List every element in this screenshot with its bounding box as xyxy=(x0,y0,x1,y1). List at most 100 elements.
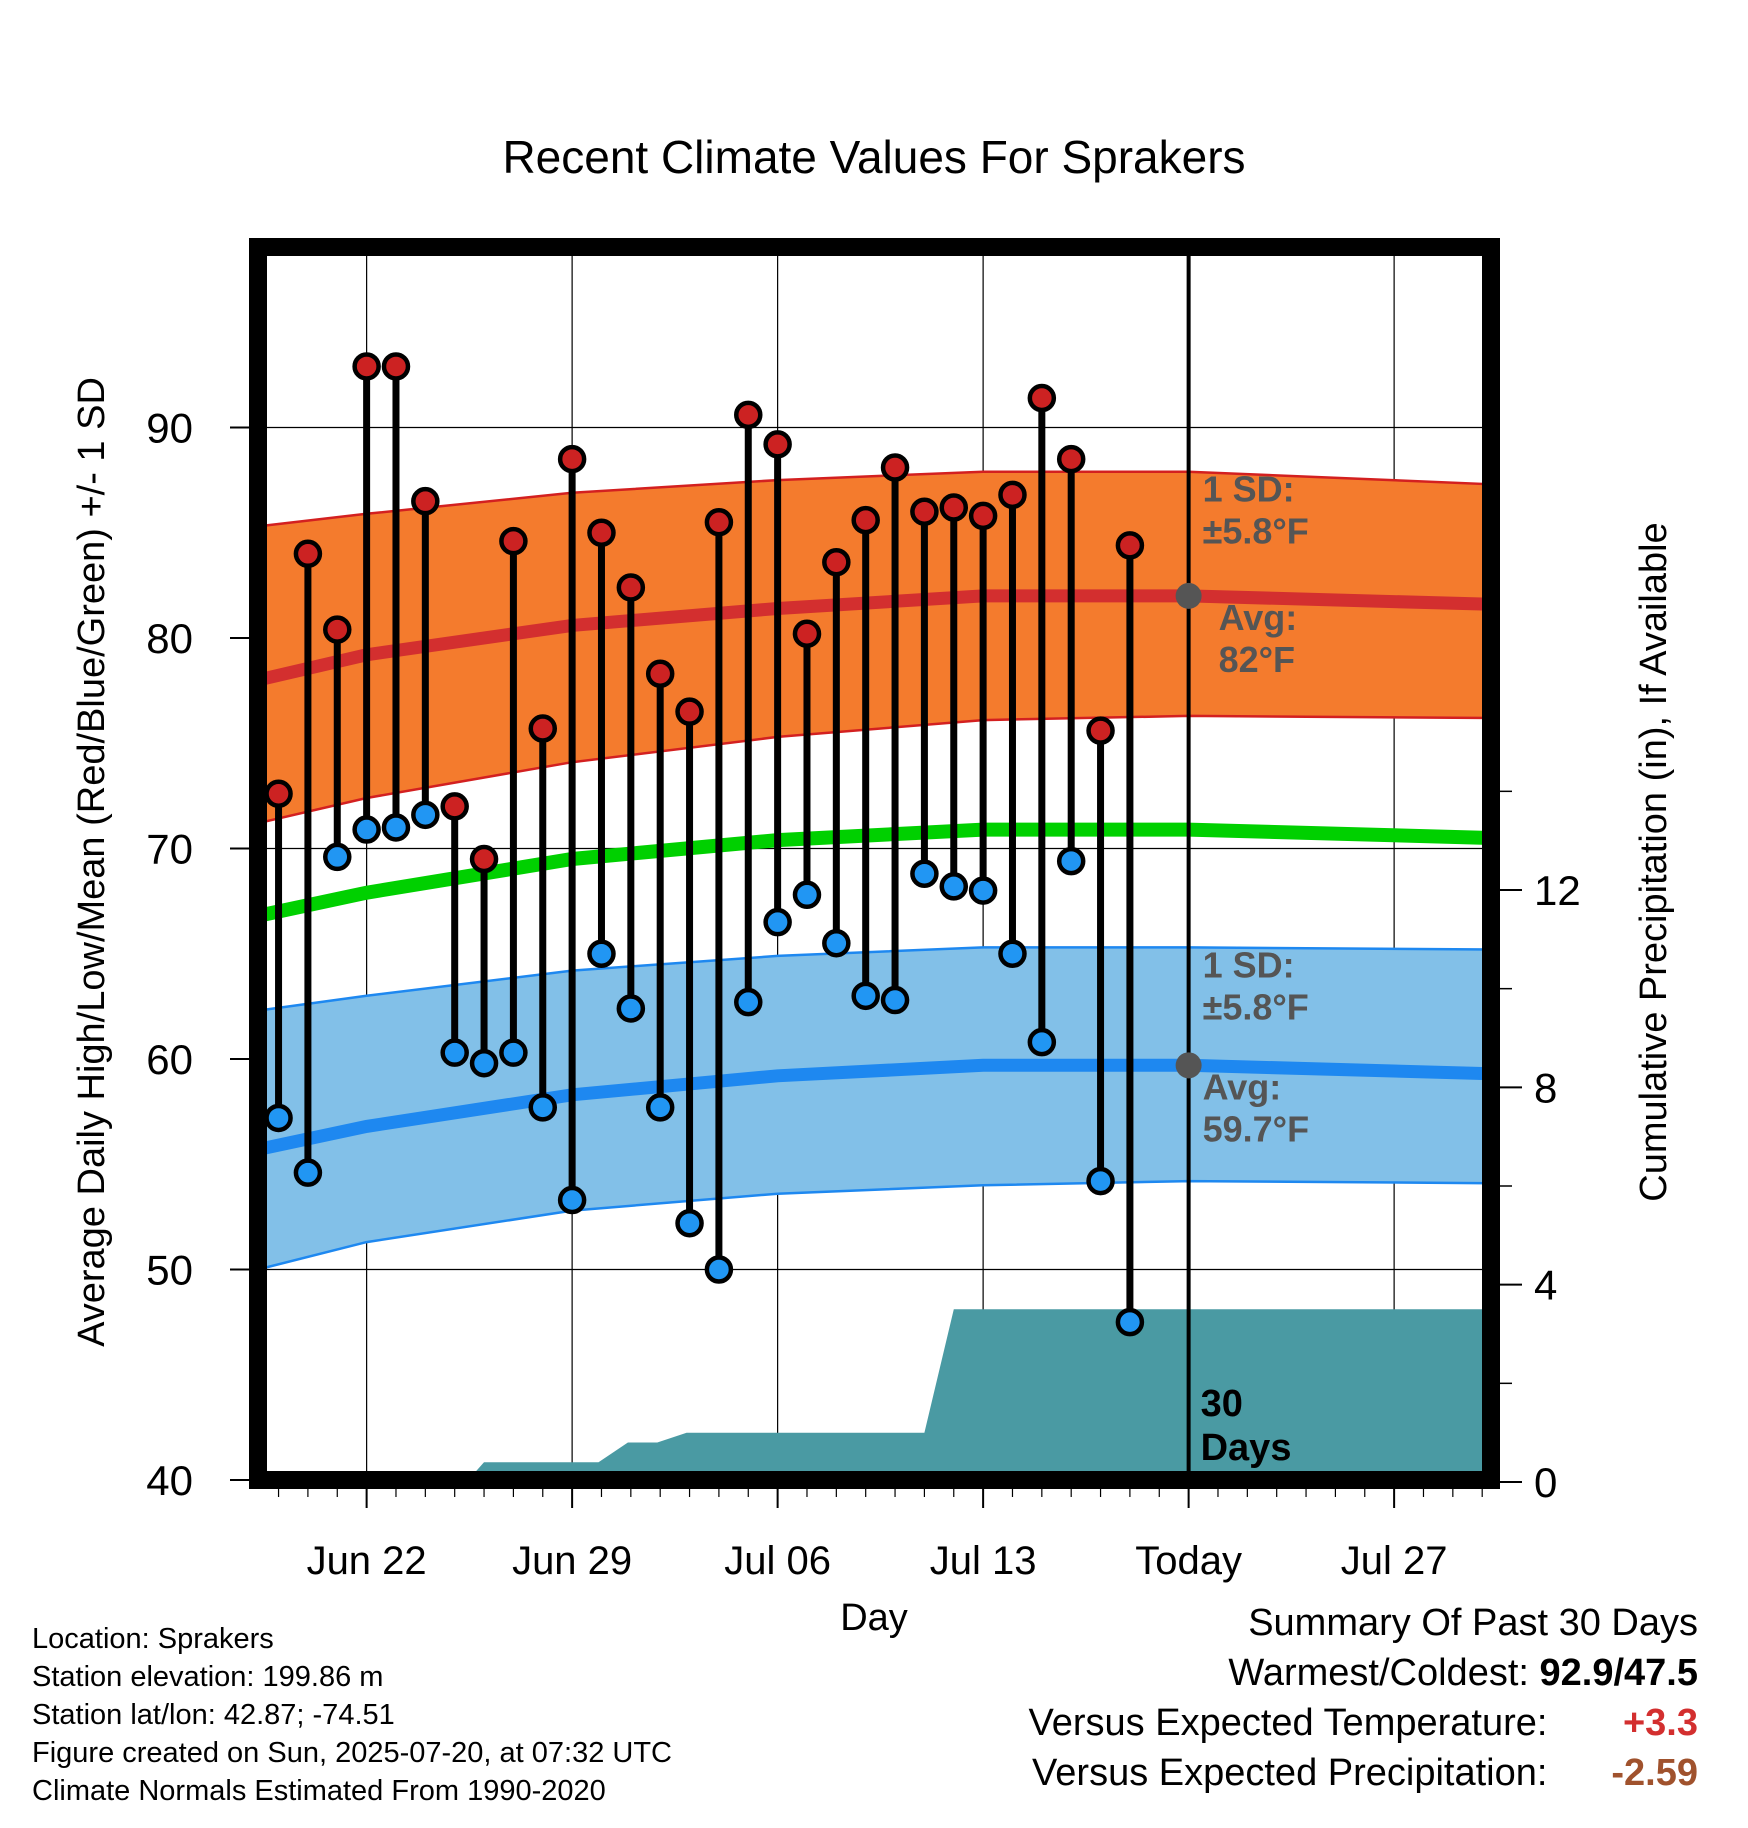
high-sd-value: ±5.8°F xyxy=(1203,511,1309,552)
daily-low-point xyxy=(293,1158,323,1187)
daily-high-point xyxy=(734,400,763,430)
daily-low-point xyxy=(381,813,411,842)
daily-low-point xyxy=(763,907,792,937)
y2-axis-label: Cumulative Precipitation (in), If Availa… xyxy=(1633,522,1675,1201)
y-tick-label: 90 xyxy=(146,405,193,452)
low-avg-label: Avg: xyxy=(1203,1066,1282,1107)
daily-low-point xyxy=(587,939,616,968)
daily-low-point xyxy=(411,800,440,830)
daily-high-point xyxy=(323,615,352,644)
high-avg-label: Avg: xyxy=(1219,597,1298,638)
summary-panel: Summary Of Past 30 Days Warmest/Coldest:… xyxy=(1029,1598,1698,1798)
high-sd-label: 1 SD: xyxy=(1203,469,1295,510)
days-label-text: Days xyxy=(1201,1427,1292,1469)
summary-temp-value: +3.3 xyxy=(1622,1702,1698,1744)
x-tick-label: Jul 13 xyxy=(930,1539,1037,1583)
daily-low-point xyxy=(998,939,1027,968)
daily-high-point xyxy=(381,352,411,381)
daily-high-point xyxy=(939,493,969,522)
daily-low-point xyxy=(645,1093,675,1122)
x-axis-label: Day xyxy=(840,1597,908,1639)
summary-title: Summary Of Past 30 Days xyxy=(1248,1602,1698,1644)
daily-high-point xyxy=(1027,383,1057,413)
daily-low-point xyxy=(1086,1166,1115,1196)
plot-frame xyxy=(249,238,1500,1489)
y2-tick-label: 0 xyxy=(1534,1459,1557,1506)
daily-low-point xyxy=(1027,1027,1057,1057)
daily-low-point xyxy=(440,1038,469,1067)
y-tick-label: 80 xyxy=(146,615,193,662)
info-latlon: Station lat/lon: 42.87; -74.51 xyxy=(32,1699,395,1731)
y2-tick-label: 8 xyxy=(1534,1064,1557,1111)
daily-high-point xyxy=(499,526,528,556)
daily-high-point xyxy=(587,518,616,547)
daily-high-point xyxy=(616,573,646,602)
daily-high-point xyxy=(880,453,910,482)
high-avg-value: 82°F xyxy=(1219,639,1295,680)
y2-tick-label: 4 xyxy=(1534,1262,1557,1309)
daily-low-point xyxy=(910,859,939,889)
daily-low-point xyxy=(528,1093,558,1122)
daily-low-point xyxy=(323,842,352,872)
daily-low-point xyxy=(675,1208,704,1238)
x-tick-label: Today xyxy=(1135,1539,1242,1583)
daily-high-point xyxy=(1086,716,1115,745)
daily-high-point xyxy=(557,444,587,474)
daily-high-point xyxy=(968,501,998,531)
daily-high-point xyxy=(264,779,293,809)
daily-high-point xyxy=(645,659,675,689)
summary-warm-cold-value: 92.9/47.5 xyxy=(1539,1652,1698,1694)
precip-area xyxy=(258,1309,1491,1482)
chart-title: Recent Climate Values For Sprakers xyxy=(502,131,1245,183)
daily-low-point xyxy=(557,1185,587,1215)
y-tick-label: 70 xyxy=(146,826,193,873)
low-avg-marker xyxy=(1175,1052,1202,1079)
daily-high-point xyxy=(998,480,1027,510)
y-tick-label: 60 xyxy=(146,1036,193,1083)
daily-low-point xyxy=(616,994,646,1023)
summary-temp: Versus Expected Temperature: +3.3 xyxy=(1029,1698,1698,1748)
daily-high-point xyxy=(469,844,499,874)
daily-low-point xyxy=(704,1255,734,1284)
y2-tick-label: 12 xyxy=(1534,867,1581,914)
daily-high-point xyxy=(763,430,792,459)
daily-high-point xyxy=(704,507,734,537)
daily-low-point xyxy=(822,928,851,958)
summary-precip-label: Versus Expected Precipitation: xyxy=(1032,1752,1548,1794)
y-tick-label: 40 xyxy=(146,1457,193,1504)
y-tick-label: 50 xyxy=(146,1247,193,1294)
daily-high-point xyxy=(528,714,558,743)
daily-high-point xyxy=(675,697,704,726)
daily-low-point xyxy=(939,872,969,901)
daily-high-point xyxy=(851,505,880,535)
days-label-number: 30 xyxy=(1201,1383,1243,1425)
summary-precip-value: -2.59 xyxy=(1611,1752,1698,1794)
daily-low-point xyxy=(1056,846,1086,876)
summary-temp-label: Versus Expected Temperature: xyxy=(1028,1702,1548,1744)
daily-high-point xyxy=(1056,444,1086,474)
daily-low-point xyxy=(792,880,822,910)
daily-high-point xyxy=(440,792,469,821)
x-tick-label: Jul 06 xyxy=(724,1539,831,1583)
high-avg-marker xyxy=(1175,582,1202,609)
daily-low-point xyxy=(968,876,998,905)
station-info: Location: Sprakers Station elevation: 19… xyxy=(32,1620,672,1810)
x-tick-label: Jul 27 xyxy=(1341,1539,1448,1583)
low-avg-value: 59.7°F xyxy=(1203,1108,1309,1149)
summary-precip: Versus Expected Precipitation: -2.59 xyxy=(1029,1748,1698,1798)
daily-low-point xyxy=(499,1038,528,1067)
summary-warm-cold-label: Warmest/Coldest: xyxy=(1228,1652,1529,1694)
info-normals: Climate Normals Estimated From 1990-2020 xyxy=(32,1775,606,1807)
summary-warm-cold: Warmest/Coldest: 92.9/47.5 xyxy=(1029,1648,1698,1698)
daily-low-point xyxy=(264,1103,293,1133)
daily-high-point xyxy=(293,539,323,569)
daily-high-point xyxy=(352,352,381,381)
daily-high-point xyxy=(910,497,939,526)
info-location: Location: Sprakers xyxy=(32,1623,274,1655)
daily-high-point xyxy=(792,619,822,649)
daily-low-point xyxy=(734,987,763,1017)
normal-mean-line xyxy=(256,822,1492,923)
daily-high-point xyxy=(822,547,851,577)
y-axis-label: Average Daily High/Low/Mean (Red/Blue/Gr… xyxy=(71,377,113,1347)
